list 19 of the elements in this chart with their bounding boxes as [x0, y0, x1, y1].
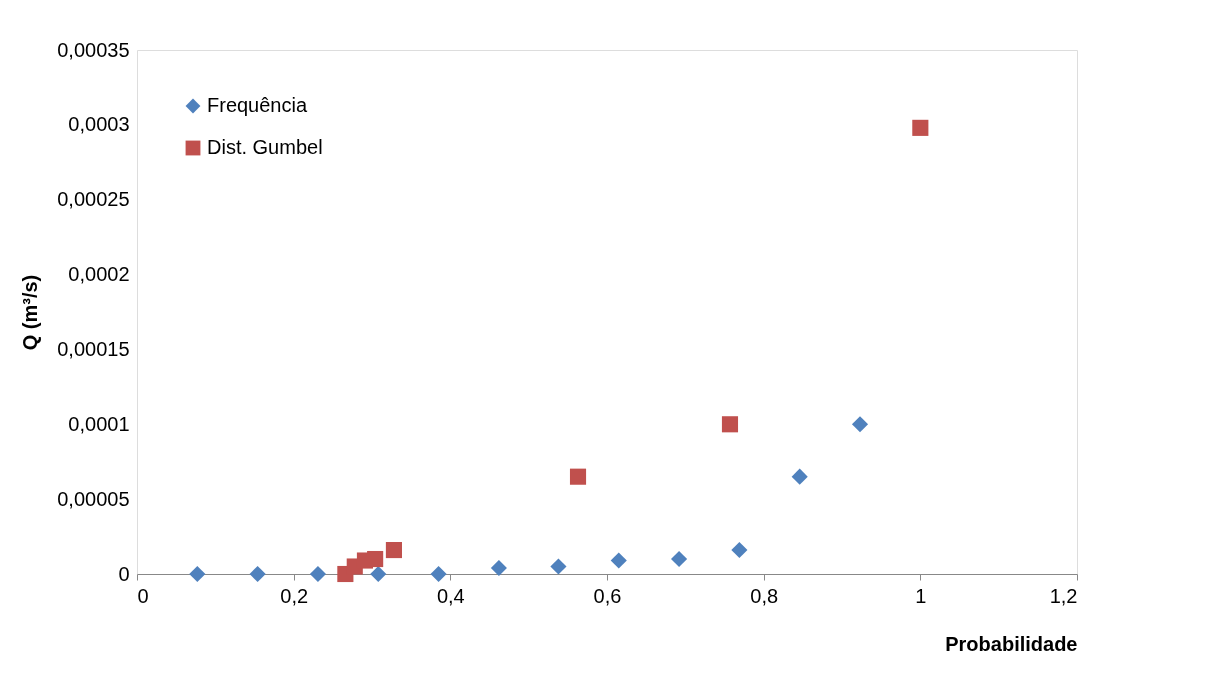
y-tick-label: 0,0003 — [68, 113, 130, 136]
y-tick-label: 0,0001 — [68, 412, 130, 435]
x-axis-title: Probabilidade — [945, 632, 1078, 655]
y-tick-label: 0,00015 — [57, 337, 130, 360]
y-tick-label: 0,00005 — [57, 487, 130, 510]
legend-label: Frequência — [207, 94, 308, 116]
x-tick-label: 0,4 — [436, 584, 465, 607]
x-tick-label: 1 — [915, 584, 927, 607]
x-tick-label: 0 — [137, 584, 149, 607]
y-tick-label: 0,0002 — [68, 263, 130, 286]
x-tick-label: 0,2 — [280, 584, 309, 607]
y-tick-label: 0,00025 — [57, 188, 130, 211]
x-tick-label: 0,8 — [750, 584, 779, 607]
y-axis-title: Q (m³/s) — [19, 274, 42, 351]
legend-label: Dist. Gumbel — [207, 136, 323, 158]
y-tick-label: 0,00035 — [57, 38, 130, 61]
y-tick-label: 0 — [118, 562, 130, 585]
x-tick-label: 0,6 — [593, 584, 622, 607]
x-tick-label: 1,2 — [1049, 584, 1078, 607]
